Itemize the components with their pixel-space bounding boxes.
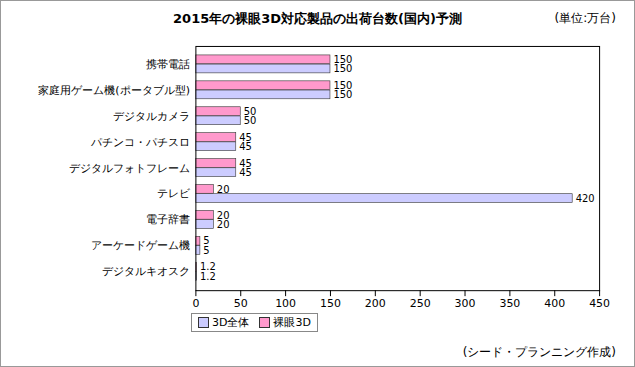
svg-text:携帯電話: 携帯電話 bbox=[146, 58, 190, 71]
svg-text:デジタルキオスク: デジタルキオスク bbox=[102, 265, 190, 278]
svg-text:150: 150 bbox=[333, 89, 353, 101]
svg-text:5: 5 bbox=[203, 235, 209, 246]
svg-text:20: 20 bbox=[217, 184, 230, 195]
svg-text:パチンコ・パチスロ: パチンコ・パチスロ bbox=[90, 136, 190, 149]
svg-text:45: 45 bbox=[239, 132, 252, 143]
svg-text:45: 45 bbox=[239, 140, 252, 152]
svg-text:50: 50 bbox=[234, 297, 248, 310]
svg-text:50: 50 bbox=[243, 115, 257, 126]
svg-text:1.2: 1.2 bbox=[200, 270, 216, 282]
svg-text:50: 50 bbox=[244, 106, 257, 117]
html-text:2015年の裸眼3D対応製品の出荷台数(国内)予測: 2015年の裸眼3D対応製品の出荷台数(国内)予測 bbox=[173, 11, 462, 26]
html-text:3D全体: 3D全体 bbox=[212, 316, 250, 329]
svg-text:45: 45 bbox=[239, 158, 252, 169]
svg-text:150: 150 bbox=[333, 54, 352, 65]
html-text:(単位:万台): (単位:万台) bbox=[554, 11, 616, 25]
svg-text:20: 20 bbox=[217, 209, 230, 220]
svg-text:100: 100 bbox=[275, 297, 296, 310]
svg-text:電子辞書: 電子辞書 bbox=[146, 213, 190, 226]
svg-text:420: 420 bbox=[576, 193, 595, 204]
svg-text:デジタルフォトフレーム: デジタルフォトフレーム bbox=[69, 162, 190, 175]
svg-text:アーケードゲーム機: アーケードゲーム機 bbox=[91, 239, 190, 252]
svg-text:5: 5 bbox=[203, 244, 210, 256]
svg-text:45: 45 bbox=[239, 166, 252, 178]
svg-text:1.2: 1.2 bbox=[200, 261, 216, 272]
svg-text:0: 0 bbox=[192, 297, 199, 310]
svg-text:150: 150 bbox=[320, 297, 341, 310]
svg-text:150: 150 bbox=[333, 80, 352, 91]
html-text:裸眼3D: 裸眼3D bbox=[273, 316, 311, 329]
svg-text:400: 400 bbox=[544, 297, 565, 310]
svg-text:250: 250 bbox=[410, 297, 431, 310]
svg-text:テレビ: テレビ bbox=[157, 187, 191, 200]
svg-text:デジタルカメラ: デジタルカメラ bbox=[113, 110, 190, 123]
svg-text:20: 20 bbox=[216, 218, 230, 230]
svg-text:家庭用ゲーム機(ポータブル型): 家庭用ゲーム機(ポータブル型) bbox=[38, 84, 190, 97]
svg-text:200: 200 bbox=[365, 297, 386, 310]
svg-text:350: 350 bbox=[499, 297, 520, 310]
svg-text:300: 300 bbox=[455, 297, 476, 310]
html-text:(シード・プランニング作成): (シード・プランニング作成) bbox=[462, 345, 616, 359]
svg-text:150: 150 bbox=[333, 63, 353, 75]
svg-text:450: 450 bbox=[589, 297, 610, 310]
